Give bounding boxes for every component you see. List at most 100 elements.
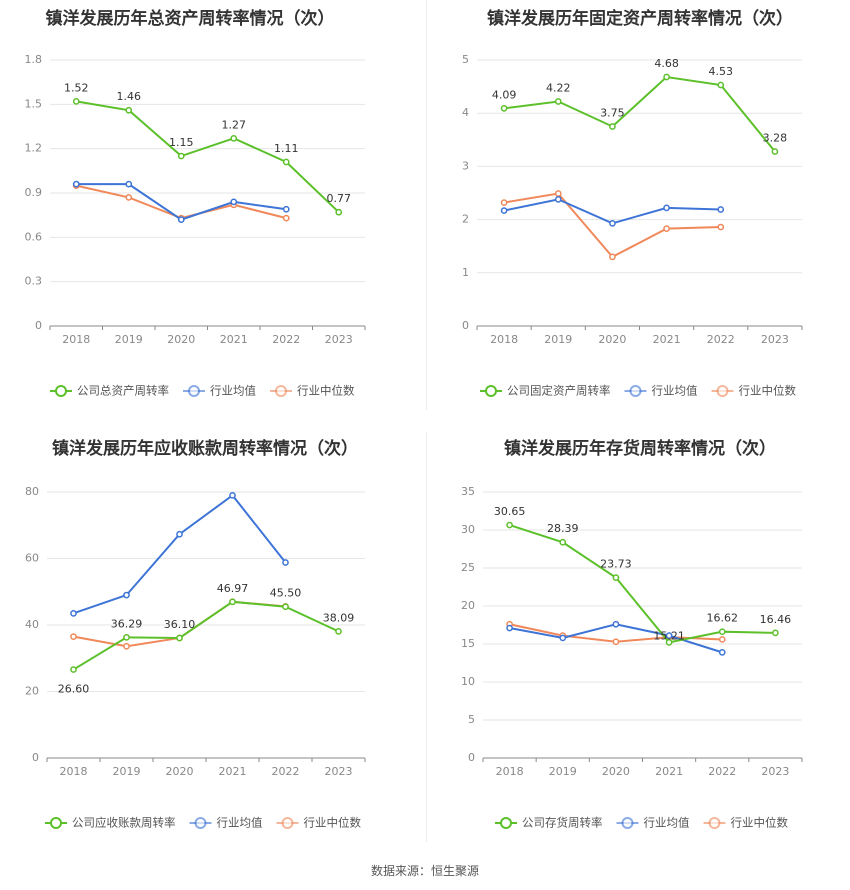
legend-marker[interactable] xyxy=(50,817,62,829)
data-label: 0.77 xyxy=(327,192,352,205)
data-point xyxy=(177,216,185,223)
legend-marker[interactable] xyxy=(629,385,642,397)
data-point xyxy=(612,620,620,628)
legend-marker[interactable] xyxy=(708,817,721,829)
data-point xyxy=(663,225,670,232)
x-tick-label: 2023 xyxy=(761,333,789,346)
x-tick-label: 2019 xyxy=(544,333,572,346)
legend-marker[interactable] xyxy=(194,817,207,829)
data-point xyxy=(500,105,508,112)
legend-marker[interactable] xyxy=(188,385,200,397)
x-tick-label: 2020 xyxy=(602,765,630,778)
data-point xyxy=(229,598,236,606)
data-point xyxy=(177,152,185,160)
data-label: 16.46 xyxy=(760,613,792,626)
y-tick-label: 1.2 xyxy=(25,142,43,155)
data-point xyxy=(125,180,133,188)
x-tick-label: 2022 xyxy=(708,765,736,778)
data-point xyxy=(663,73,670,81)
legend-label[interactable]: 行业均值 xyxy=(217,816,263,830)
legend-marker[interactable] xyxy=(716,385,729,397)
data-label: 1.52 xyxy=(64,81,89,94)
legend-marker[interactable] xyxy=(55,385,67,397)
legend-label[interactable]: 行业中位数 xyxy=(739,384,797,398)
data-label: 28.39 xyxy=(547,522,579,535)
legend-label[interactable]: 公司存货周转率 xyxy=(522,816,603,830)
data-source-note: 数据来源：恒生聚源 xyxy=(370,864,479,878)
data-label: 1.15 xyxy=(169,136,194,149)
legend-label[interactable]: 行业均值 xyxy=(210,384,256,398)
y-tick-label: 80 xyxy=(25,485,39,498)
series-line xyxy=(73,493,287,615)
data-point xyxy=(665,639,673,646)
data-point xyxy=(771,148,779,155)
data-point xyxy=(282,559,289,566)
x-tick-label: 2019 xyxy=(115,333,143,346)
data-point xyxy=(282,214,290,222)
x-tick-label: 2019 xyxy=(113,765,141,778)
y-tick-label: 35 xyxy=(461,485,475,498)
data-label: 1.27 xyxy=(222,118,247,131)
legend-label[interactable]: 行业中位数 xyxy=(304,816,362,830)
data-point xyxy=(123,633,130,641)
data-point xyxy=(506,624,513,632)
y-tick-label: 1 xyxy=(462,266,469,279)
legend-label[interactable]: 行业均值 xyxy=(652,384,698,398)
data-point xyxy=(718,628,726,636)
data-point xyxy=(282,603,289,611)
data-point xyxy=(230,134,238,142)
legend-marker[interactable] xyxy=(485,385,497,397)
y-tick-label: 10 xyxy=(461,675,475,688)
data-point xyxy=(176,634,183,642)
data-point xyxy=(559,634,567,642)
legend-marker[interactable] xyxy=(500,817,512,829)
x-tick-label: 2018 xyxy=(62,333,90,346)
y-tick-label: 2 xyxy=(462,213,469,226)
y-tick-label: 0 xyxy=(468,751,475,764)
y-tick-label: 1.5 xyxy=(25,97,43,110)
legend-marker[interactable] xyxy=(621,817,634,829)
legend-marker[interactable] xyxy=(281,817,294,829)
data-point xyxy=(125,194,133,201)
vertical-divider-bottom xyxy=(426,432,427,842)
chart-title: 镇洋发展历年总资产周转率情况（次） xyxy=(46,8,335,29)
x-tick-label: 2021 xyxy=(219,765,247,778)
data-point xyxy=(72,98,80,105)
legend-label[interactable]: 公司固定资产周转率 xyxy=(507,384,611,398)
data-point xyxy=(125,106,133,114)
legend-label[interactable]: 公司总资产周转率 xyxy=(77,384,169,398)
data-point xyxy=(612,638,620,646)
data-label: 4.22 xyxy=(546,81,571,94)
legend-label[interactable]: 行业中位数 xyxy=(297,384,355,398)
legend-label[interactable]: 行业均值 xyxy=(644,816,690,830)
data-point xyxy=(612,574,620,582)
y-tick-label: 15 xyxy=(461,637,475,650)
chart-title: 镇洋发展历年固定资产周转率情况（次） xyxy=(487,8,793,29)
y-tick-label: 5 xyxy=(468,713,475,726)
data-label: 4.53 xyxy=(709,65,734,78)
y-tick-label: 3 xyxy=(462,159,469,172)
chart-svg: 镇洋发展历年应收账款周转率情况（次） 0 20 40 60 80 2018 2019 2020 2… xyxy=(25,438,366,830)
y-tick-label: 40 xyxy=(25,618,39,631)
data-label: 3.28 xyxy=(763,132,788,145)
x-tick-label: 2021 xyxy=(655,765,683,778)
data-point xyxy=(717,206,725,213)
chart-svg: 镇洋发展历年固定资产周转率情况（次） 0 1 2 3 4 5 2018 2019 2020 2021… xyxy=(462,8,803,398)
y-tick-label: 0 xyxy=(462,319,469,332)
x-tick-label: 2021 xyxy=(220,333,248,346)
data-label: 23.73 xyxy=(600,558,632,571)
data-point xyxy=(70,610,77,617)
y-tick-label: 25 xyxy=(461,561,475,574)
data-point xyxy=(609,219,616,227)
y-tick-label: 60 xyxy=(25,552,39,565)
y-tick-label: 20 xyxy=(25,685,39,698)
y-tick-label: 1.8 xyxy=(25,53,43,66)
legend-marker[interactable] xyxy=(275,385,287,397)
legend-label[interactable]: 公司应收账款周转率 xyxy=(72,816,176,830)
data-label: 30.65 xyxy=(494,505,525,518)
data-point xyxy=(500,199,508,206)
series-line xyxy=(76,183,287,221)
data-point xyxy=(500,207,508,214)
data-point xyxy=(70,666,77,673)
legend-label[interactable]: 行业中位数 xyxy=(731,816,789,830)
